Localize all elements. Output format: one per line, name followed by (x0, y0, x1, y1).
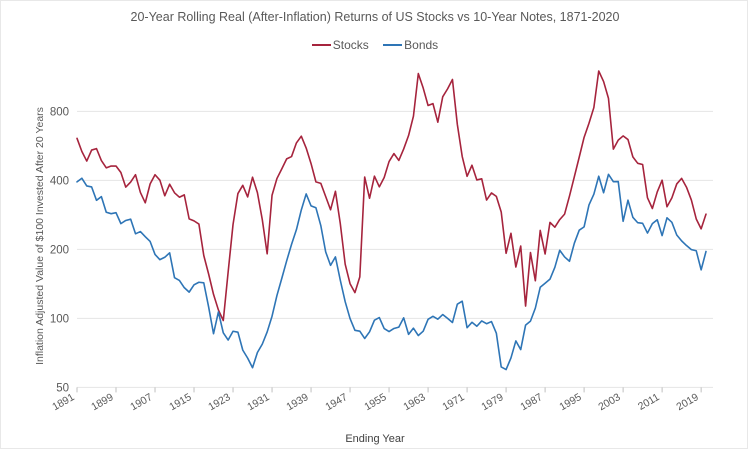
svg-text:1995: 1995 (557, 391, 583, 413)
svg-text:1907: 1907 (128, 391, 154, 413)
svg-text:1987: 1987 (518, 391, 544, 413)
svg-text:1955: 1955 (362, 391, 388, 413)
svg-text:1947: 1947 (323, 391, 349, 413)
svg-text:1979: 1979 (479, 391, 505, 413)
svg-text:1915: 1915 (167, 391, 193, 413)
svg-text:1891: 1891 (50, 391, 76, 413)
svg-text:1899: 1899 (89, 391, 115, 413)
svg-text:400: 400 (50, 175, 69, 187)
svg-text:1971: 1971 (440, 391, 466, 413)
svg-text:1939: 1939 (284, 391, 310, 413)
svg-text:1931: 1931 (245, 391, 271, 413)
svg-text:2003: 2003 (596, 391, 622, 413)
svg-text:800: 800 (50, 106, 69, 118)
svg-text:100: 100 (50, 313, 69, 325)
svg-text:1963: 1963 (401, 391, 427, 413)
svg-text:2019: 2019 (674, 391, 700, 413)
svg-text:1923: 1923 (206, 391, 232, 413)
svg-text:200: 200 (50, 244, 69, 256)
svg-text:2011: 2011 (636, 391, 662, 413)
